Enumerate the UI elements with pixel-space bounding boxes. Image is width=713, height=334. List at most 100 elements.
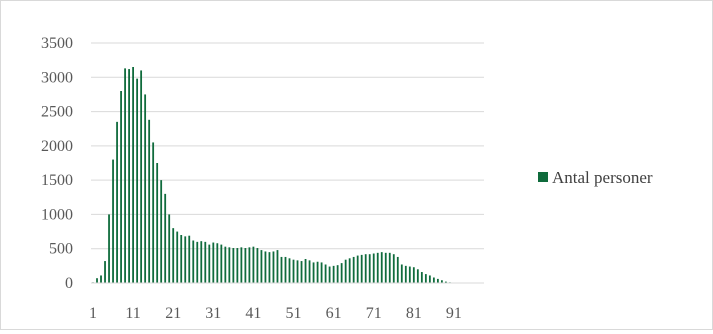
bar-73 [381,252,383,283]
x-tick-label: 41 [245,305,261,322]
bar-40 [249,247,251,283]
bar-2 [96,278,98,283]
bar-13 [140,70,142,283]
legend-swatch [538,172,548,182]
bar-37 [236,248,238,283]
bar-19 [164,194,166,283]
bar-4 [104,261,106,283]
bar-55 [309,260,311,283]
bar-3 [100,275,102,283]
bar-series [92,67,459,283]
bar-63 [341,263,343,283]
bar-60 [329,267,331,283]
bar-66 [353,257,355,283]
y-tick-label: 3500 [41,35,73,52]
bar-85 [429,275,431,283]
bar-78 [401,264,403,283]
bar-38 [240,247,242,283]
bar-7 [116,122,118,283]
y-tick-label: 1000 [41,206,73,223]
bar-31 [212,243,214,283]
bar-27 [196,242,198,283]
bar-12 [136,79,138,283]
bar-56 [313,262,315,283]
bar-82 [417,269,419,283]
bar-42 [257,248,259,283]
bar-72 [377,253,379,283]
bar-10 [128,69,130,283]
bar-65 [349,258,351,283]
bar-51 [293,260,295,283]
bar-54 [305,259,307,283]
bar-21 [172,228,174,283]
bar-33 [220,245,222,283]
bar-41 [253,247,255,283]
x-tick-label: 31 [205,305,221,322]
bar-79 [405,266,407,283]
x-tick-label: 81 [406,305,422,322]
bar-80 [409,267,411,283]
bar-16 [152,142,154,283]
bar-18 [160,180,162,283]
bar-35 [228,247,230,283]
bar-28 [200,241,202,283]
bar-23 [180,235,182,283]
bar-58 [321,262,323,283]
bar-22 [176,232,178,283]
bar-84 [425,274,427,283]
x-tick-label: 21 [165,305,181,322]
bar-49 [285,257,287,283]
bar-74 [385,253,387,283]
bar-57 [317,262,319,283]
bar-50 [289,258,291,283]
y-tick-label: 2000 [41,138,73,155]
bar-8 [120,91,122,283]
bar-14 [144,94,146,283]
bar-87 [437,279,439,283]
bar-70 [369,254,371,283]
bar-24 [184,236,186,283]
bar-9 [124,68,126,283]
bar-67 [357,256,359,283]
bar-83 [421,272,423,283]
bar-69 [365,254,367,283]
x-tick-label: 71 [366,305,382,322]
x-tick-label: 91 [446,305,462,322]
bar-5 [108,214,110,283]
bar-26 [192,240,194,283]
x-tick-label: 1 [89,305,97,322]
bar-86 [433,278,435,283]
bar-44 [265,251,267,283]
bar-32 [216,243,218,283]
bar-47 [277,250,279,283]
bar-52 [297,260,299,283]
bar-64 [345,260,347,283]
bar-34 [224,247,226,283]
bar-81 [413,267,415,283]
bar-17 [156,163,158,283]
bar-59 [325,264,327,283]
bar-61 [333,266,335,283]
bar-29 [204,242,206,283]
bar-77 [397,257,399,283]
bar-30 [208,245,210,283]
x-tick-label: 61 [326,305,342,322]
bar-43 [261,250,263,283]
y-tick-label: 1500 [41,172,73,189]
bar-20 [168,214,170,283]
bar-48 [281,257,283,283]
y-tick-label: 3000 [41,69,73,86]
bar-68 [361,255,363,283]
bar-6 [112,160,114,283]
bar-76 [393,254,395,283]
bar-11 [132,67,134,283]
bar-25 [188,236,190,283]
bar-62 [337,265,339,283]
y-tick-label: 500 [49,241,73,258]
bar-53 [301,261,303,283]
bar-36 [232,248,234,283]
x-tick-label: 51 [286,305,302,322]
y-tick-label: 2500 [41,104,73,121]
bar-75 [389,253,391,283]
